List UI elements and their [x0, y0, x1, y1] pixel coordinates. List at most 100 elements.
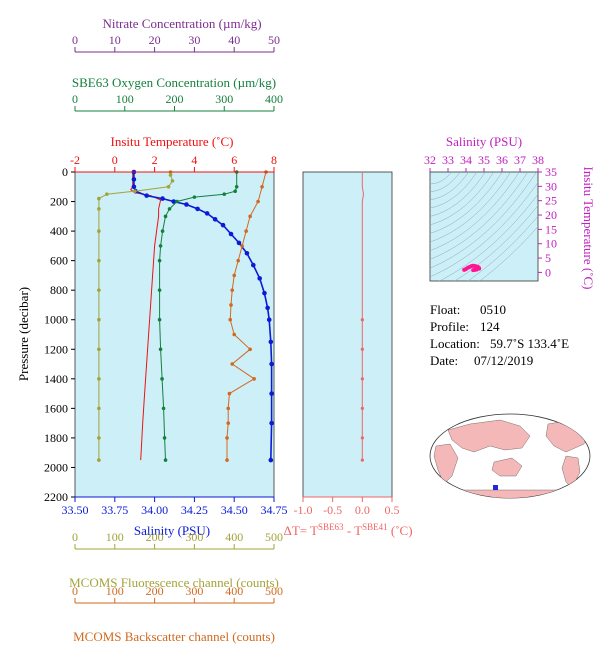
nitrate-axis-tick-label: 20: [149, 33, 161, 47]
salinity-point: [268, 457, 274, 463]
nitrate-axis-tick-label: 0: [72, 33, 78, 47]
ts-y-tick-label: 15: [545, 222, 557, 236]
density-contour: [430, 172, 469, 200]
ts-x-tick-label: 35: [478, 153, 490, 167]
salinity-point: [244, 250, 250, 256]
profile-row: Profile: 124: [430, 319, 500, 335]
sbe63-oxygen-point: [233, 189, 237, 194]
map-land-australia: [491, 457, 523, 477]
mcoms-fluorescence-point: [97, 207, 101, 211]
sbe63-oxygen-point: [158, 347, 163, 352]
delta-t-tick-label: 0.0: [355, 503, 370, 517]
ts-point: [471, 268, 476, 273]
mcoms-backscatter-point: [225, 458, 229, 462]
mcoms-fluorescence-point: [97, 196, 101, 201]
map-land-greenland: [577, 414, 590, 425]
oxygen-axis-tick-label: 400: [265, 92, 283, 106]
sbe63-oxygen-point: [175, 199, 179, 204]
map-land-asia: [447, 419, 531, 453]
density-contour: [430, 181, 538, 278]
mcoms-fluorescence-point: [97, 229, 101, 233]
backscatter-axis-tick-label: 200: [146, 584, 164, 598]
pressure-tick-label: 1000: [44, 313, 68, 327]
mcoms-backscatter-point: [236, 258, 240, 263]
mcoms-backscatter-point: [232, 273, 236, 278]
salinity-point: [131, 184, 137, 190]
mcoms-fluorescence-point: [97, 317, 101, 322]
pressure-tick-label: 1400: [44, 372, 68, 386]
ts-x-tick-label: 38: [532, 153, 544, 167]
fluorescence-axis-tick-label: 400: [225, 530, 243, 544]
salinity-point: [171, 199, 177, 204]
fluorescence-axis-tick-label: 500: [265, 530, 283, 544]
pressure-tick-label: 0: [62, 165, 68, 179]
backscatter-axis-tick-label: 0: [72, 584, 78, 598]
density-contour: [430, 172, 537, 269]
temperature-axis-label: Insitu Temperature (˚C): [110, 134, 233, 149]
delta-t-panel: [302, 171, 393, 498]
salinity-point: [131, 177, 137, 182]
salinity-axis: 33.50 33.75 34.00 34.25 34.50 34.75: [62, 496, 288, 517]
sbe63-oxygen-point: [163, 214, 168, 219]
profile-value: 124: [480, 319, 500, 334]
nitrate-axis: 0 10 20 30 40 50: [72, 33, 280, 53]
temperature-axis: -2 0 2 4 6 8: [70, 153, 277, 173]
delta-t-label-c: - T: [344, 523, 363, 538]
salinity-point: [220, 222, 226, 228]
salinity-axis-tick-label: 34.50: [221, 503, 248, 517]
profile-label: Profile:: [430, 319, 469, 334]
density-contour: [430, 172, 520, 251]
sbe63-oxygen-point: [160, 377, 164, 381]
mcoms-backscatter-point: [244, 229, 248, 233]
sbe63-oxygen-point: [158, 244, 163, 248]
salinity-point: [257, 276, 262, 281]
density-contour: [430, 172, 452, 185]
temperature-axis-tick-label: 2: [152, 153, 158, 167]
ts-x-tick-label: 37: [514, 153, 526, 167]
nitrate-axis-tick-label: 30: [188, 33, 200, 47]
density-contour: [479, 226, 538, 281]
sbe63-oxygen-point: [163, 458, 168, 462]
fluorescence-axis-tick-label: 100: [106, 530, 124, 544]
salinity-point: [262, 290, 267, 296]
mcoms-backscatter-point: [240, 244, 244, 248]
ts-y-tick-label: 10: [545, 237, 557, 251]
fluorescence-axis-tick-label: 0: [72, 530, 78, 544]
salinity-axis-tick-label: 33.75: [101, 503, 128, 517]
float-value: 0510: [480, 302, 506, 317]
salinity-axis-label: Salinity (PSU): [134, 523, 210, 538]
mcoms-fluorescence-point: [97, 406, 101, 411]
date-value: 07/12/2019: [474, 353, 534, 368]
delta-t-point: [360, 458, 364, 462]
salinity-point: [269, 420, 274, 426]
ts-x-axis-label: Salinity (PSU): [446, 134, 522, 149]
oxygen-axis-tick-label: 100: [116, 92, 134, 106]
density-contour: [430, 172, 494, 226]
fluorescence-axis-label: MCOMS Fluorescence channel (counts): [69, 575, 279, 590]
mcoms-backscatter-point: [230, 288, 235, 292]
ts-y-tick-label: 5: [545, 251, 551, 265]
salinity-point: [236, 240, 242, 246]
pressure-tick-label: 1800: [44, 431, 68, 445]
fluorescence-axis-tick-label: 200: [146, 530, 164, 544]
delta-t-point: [360, 347, 364, 351]
ts-x-tick-label: 33: [442, 153, 454, 167]
salinity-axis-tick-label: 33.50: [62, 503, 89, 517]
density-contour: [454, 205, 538, 281]
ts-y-tick-label: 20: [545, 208, 557, 222]
salinity-point: [195, 206, 200, 212]
ts-y-tick-label: 30: [545, 179, 557, 193]
nitrate-axis-tick-label: 50: [268, 33, 280, 47]
mcoms-fluorescence-point: [97, 288, 101, 292]
mcoms-backscatter-line: [226, 171, 267, 461]
density-contour: [430, 172, 478, 209]
insitu-temperature-line: [130, 172, 162, 461]
pressure-tick-label: 2000: [44, 460, 68, 474]
pressure-axis: 0 200 400 600 800 1000 1200 1400 1600 1800 2000 220…: [44, 165, 75, 504]
delta-t-label-sup1: SBE63: [318, 522, 344, 532]
sbe63-oxygen-point: [161, 406, 166, 411]
mcoms-fluorescence-point: [170, 179, 175, 183]
mcoms-fluorescence-point: [97, 458, 101, 462]
mcoms-fluorescence-point: [166, 184, 171, 189]
